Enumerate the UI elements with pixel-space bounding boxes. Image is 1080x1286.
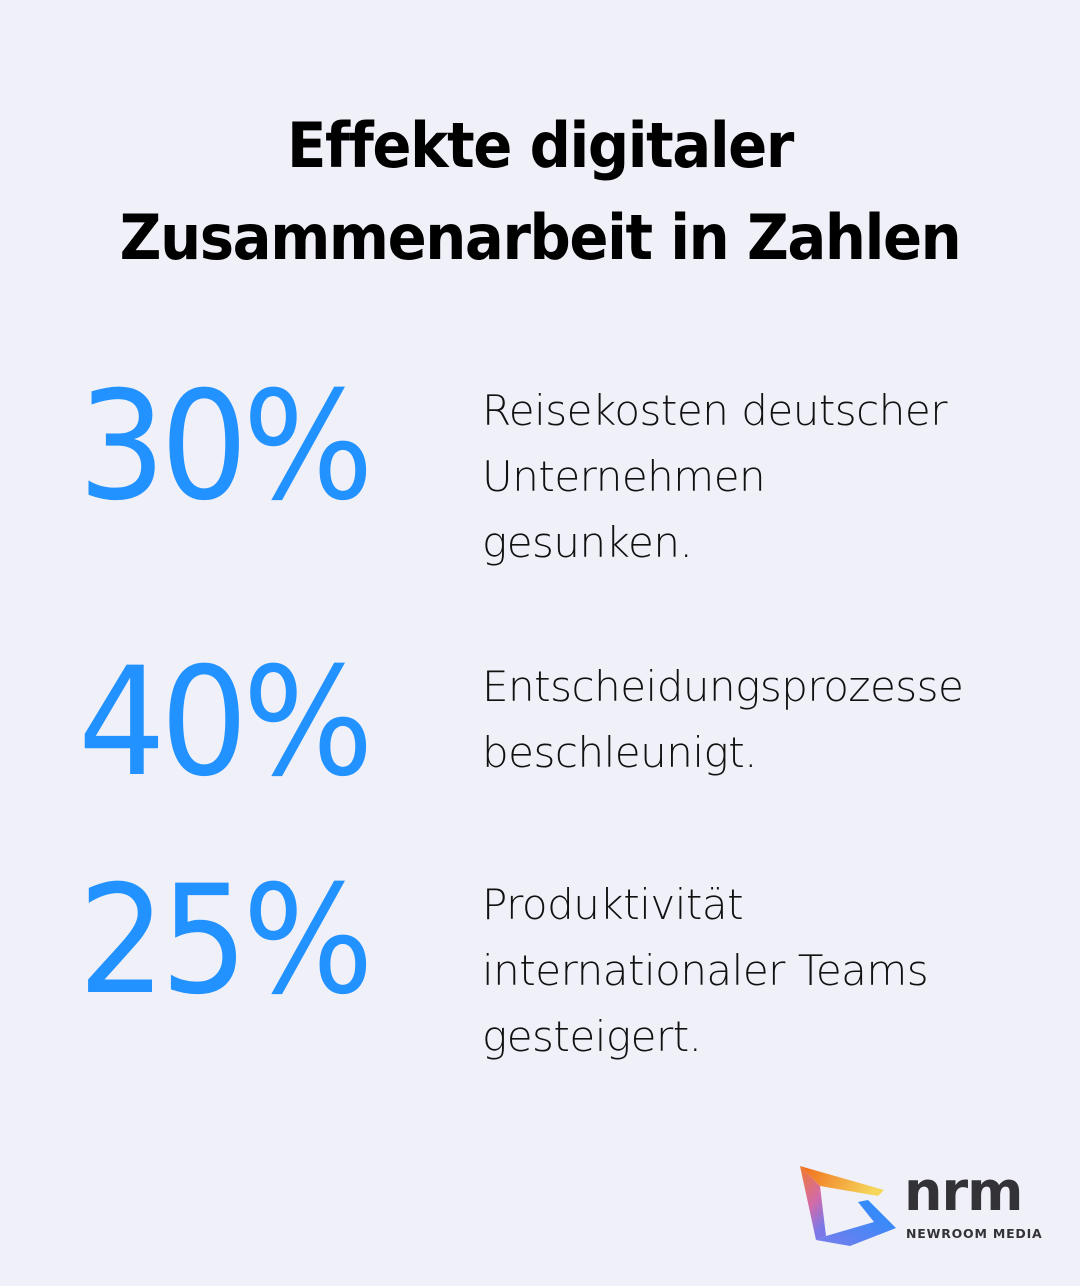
stat-description: Reisekosten deutscher Unternehmen gesunk…	[482, 378, 1042, 576]
stat-description: Entscheidungsprozesse beschleunigt.	[482, 654, 1042, 786]
logo-wordmark: nrm	[904, 1160, 1023, 1223]
stat-description-line: Unternehmen	[482, 452, 766, 501]
stat-description-line: gesunken.	[482, 518, 693, 567]
title-line-1: Effekte digitaler	[287, 109, 794, 182]
stat-description-line: Reisekosten deutscher	[482, 386, 948, 435]
stat-description-line: Produktivität	[482, 880, 744, 929]
stat-description-line: beschleunigt.	[482, 728, 758, 777]
stat-value: 25%	[78, 854, 374, 1028]
logo-tagline: NEWROOM MEDIA	[906, 1226, 1043, 1241]
stat-description-line: internationaler Teams	[482, 946, 929, 995]
title-line-2: Zusammenarbeit in Zahlen	[119, 201, 962, 274]
stat-description-line: Entscheidungsprozesse	[482, 662, 964, 711]
stat-value: 30%	[78, 360, 374, 534]
stat-description: Produktivität internationaler Teams gest…	[482, 872, 1042, 1070]
page-title: Effekte digitaler Zusammenarbeit in Zahl…	[38, 100, 1042, 284]
stat-description-line: gesteigert.	[482, 1012, 702, 1061]
newroom-media-logo: nrm NEWROOM MEDIA	[798, 1162, 1048, 1252]
nrm-logo-icon	[800, 1166, 896, 1246]
stat-value: 40%	[78, 636, 374, 810]
